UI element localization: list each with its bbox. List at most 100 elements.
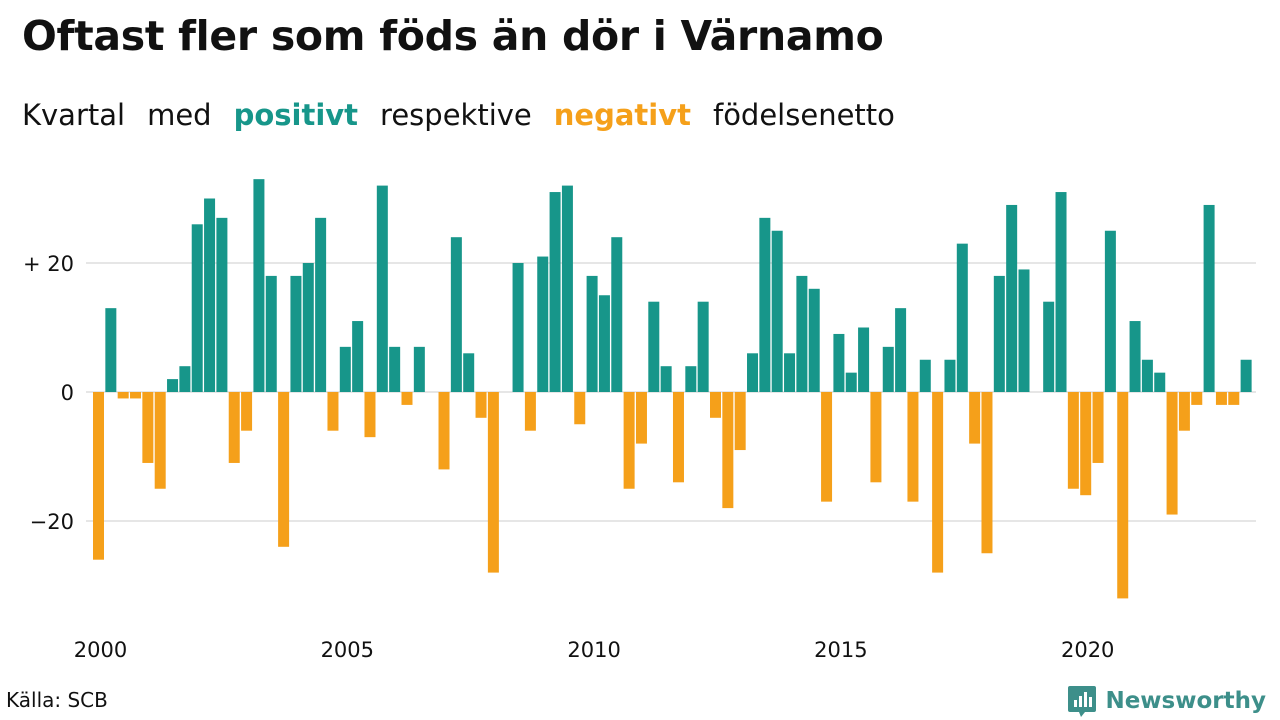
bar-positive bbox=[290, 275, 302, 392]
bar-negative bbox=[401, 392, 413, 405]
bar-positive bbox=[1154, 372, 1166, 392]
bar-negative bbox=[524, 392, 536, 431]
bar-negative bbox=[438, 392, 450, 470]
bar-positive bbox=[352, 321, 364, 392]
bar-negative bbox=[1215, 392, 1227, 405]
bar-positive bbox=[796, 275, 808, 392]
x-tick-label: 2010 bbox=[567, 638, 620, 662]
bar-positive bbox=[895, 308, 907, 392]
bar-negative bbox=[623, 392, 635, 489]
bar-positive bbox=[413, 346, 425, 392]
subtitle-positive-label: positivt bbox=[233, 98, 359, 132]
bar-positive bbox=[179, 366, 191, 392]
bar-positive bbox=[808, 288, 820, 392]
bar-negative bbox=[142, 392, 154, 463]
bar-negative bbox=[969, 392, 981, 444]
bar-negative bbox=[734, 392, 746, 451]
bar-positive bbox=[771, 230, 783, 392]
y-tick-label: + 20 bbox=[23, 252, 74, 276]
source-note: Källa: SCB bbox=[6, 688, 108, 712]
bar-positive bbox=[1055, 192, 1067, 392]
bar-positive bbox=[105, 308, 117, 392]
subtitle-negative-label: negativt bbox=[553, 98, 691, 132]
bar-positive bbox=[1203, 204, 1215, 392]
bar-positive bbox=[759, 217, 771, 392]
bar-negative bbox=[710, 392, 721, 418]
brand-logo: Newsworthy bbox=[1067, 684, 1266, 718]
bar-positive bbox=[993, 275, 1005, 392]
x-axis-labels: 2000 2005 2010 2015 2020 bbox=[74, 638, 1115, 662]
bar-negative bbox=[154, 392, 166, 489]
bar-negative bbox=[1178, 392, 1190, 431]
bar-positive bbox=[561, 185, 573, 392]
bar-positive bbox=[685, 366, 697, 392]
bar-positive bbox=[919, 359, 931, 392]
bar-positive bbox=[1129, 321, 1141, 392]
bar-positive bbox=[191, 224, 203, 392]
bar-positive bbox=[747, 353, 759, 392]
bar-negative bbox=[1117, 392, 1129, 599]
bar-negative bbox=[117, 392, 129, 399]
bar-negative bbox=[241, 392, 253, 431]
bar-negative bbox=[907, 392, 919, 502]
bar-negative bbox=[981, 392, 993, 554]
bar-positive bbox=[1141, 359, 1153, 392]
bar-positive bbox=[648, 301, 660, 392]
bar-positive bbox=[549, 192, 561, 392]
bar-negative bbox=[487, 392, 499, 573]
subtitle-text-fodelsenetto: födelsenetto bbox=[712, 98, 895, 132]
bar-negative bbox=[364, 392, 376, 438]
bar-negative bbox=[130, 392, 142, 399]
newsworthy-logo-icon bbox=[1068, 686, 1097, 717]
bar-positive bbox=[598, 295, 610, 392]
bar-positive bbox=[1240, 359, 1252, 392]
bar-positive bbox=[450, 237, 462, 392]
bar-positive bbox=[833, 333, 845, 392]
bar-positive bbox=[1043, 301, 1055, 392]
x-tick-label: 2015 bbox=[814, 638, 867, 662]
bar-positive bbox=[944, 359, 956, 392]
y-tick-label: −20 bbox=[30, 510, 74, 534]
bar-negative bbox=[1191, 392, 1203, 405]
bar-positive bbox=[216, 217, 228, 392]
bar-positive bbox=[463, 353, 475, 392]
bar-negative bbox=[228, 392, 240, 463]
subtitle-text-kvartal: Kvartal bbox=[22, 98, 126, 132]
bar-negative bbox=[1228, 392, 1240, 405]
brand-name: Newsworthy bbox=[1105, 688, 1266, 714]
bar-positive bbox=[1006, 204, 1018, 392]
bar-negative bbox=[635, 392, 647, 444]
x-tick-label: 2005 bbox=[321, 638, 374, 662]
bar-positive bbox=[204, 198, 216, 392]
bar-positive bbox=[858, 327, 870, 392]
bar-negative bbox=[870, 392, 882, 483]
bar-positive bbox=[956, 243, 968, 392]
bar-negative bbox=[932, 392, 944, 573]
bar-negative bbox=[672, 392, 684, 483]
bar-positive bbox=[586, 275, 598, 392]
bar-negative bbox=[1080, 392, 1092, 496]
subtitle-text-respektive: respektive bbox=[380, 98, 532, 132]
bar-negative bbox=[1092, 392, 1104, 463]
chart-title: Oftast fler som föds än dör i Värnamo bbox=[22, 12, 884, 60]
bar-negative bbox=[475, 392, 487, 418]
bar-negative bbox=[821, 392, 833, 502]
bar-positive bbox=[1018, 269, 1030, 392]
y-axis-labels: + 20 0 −20 bbox=[23, 252, 74, 534]
bar-positive bbox=[882, 346, 894, 392]
bar-positive bbox=[376, 185, 388, 392]
y-tick-label: 0 bbox=[61, 381, 74, 405]
bar-positive bbox=[253, 179, 265, 392]
bar-positive bbox=[167, 379, 179, 392]
bar-negative bbox=[574, 392, 586, 425]
chart-subtitle: Kvartal med positivt respektive negativt föde… bbox=[22, 98, 917, 132]
bars-group bbox=[93, 179, 1252, 599]
bar-negative bbox=[1166, 392, 1178, 515]
bar-chart: + 20 0 −20 2000 2005 2010 2015 2020 bbox=[23, 179, 1256, 662]
bar-positive bbox=[302, 263, 314, 392]
x-tick-label: 2020 bbox=[1061, 638, 1114, 662]
bar-positive bbox=[512, 263, 524, 392]
subtitle-text-med: med bbox=[147, 98, 212, 132]
bar-positive bbox=[1104, 230, 1116, 392]
bar-negative bbox=[278, 392, 290, 547]
